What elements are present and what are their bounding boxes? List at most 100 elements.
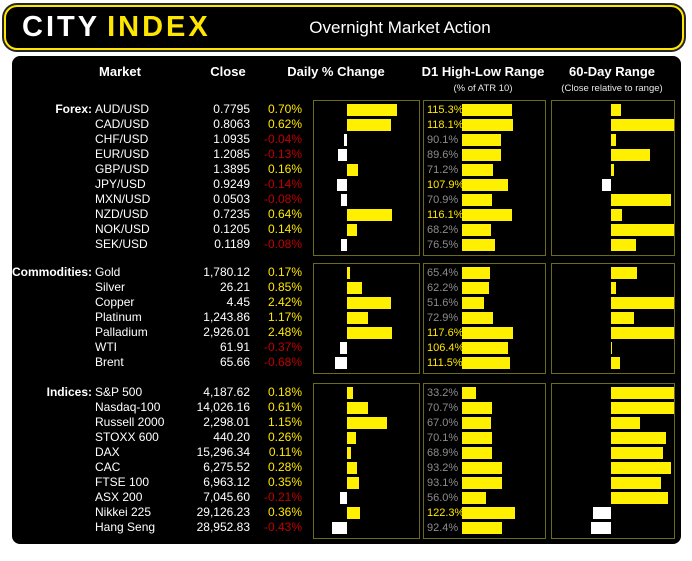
d1-range-row: 65.4% [424,266,545,281]
d1-range-row: 111.5% [424,356,545,371]
range60-bar [611,282,616,294]
market-name: GBP/USD [95,162,150,176]
daily-change-bar [347,447,351,459]
daily-change-bar [347,104,397,116]
d1-range-row: 116.1% [424,208,545,223]
close-value: 1,243.86 [203,310,250,324]
d1-range-bar [462,327,513,339]
d1-range-row: 33.2% [424,386,545,401]
text-rows: Commodities: Gold 1,780.12 0.17% Silver 26.21… [12,265,302,370]
daily-change-value: 0.26% [267,430,302,444]
d1-range-value: 89.6% [427,149,459,161]
daily-change-value: 0.62% [267,117,302,131]
d1-range-bar [462,194,492,206]
d1-range-value: 56.0% [427,492,459,504]
daily-change-value: -0.37% [263,340,302,354]
range60-row [552,238,674,253]
range60-bar [611,342,612,354]
daily-change-panel [313,263,420,374]
logo-index-text: INDEX [107,11,211,43]
market-row: Platinum 1,243.86 1.17% [12,310,302,325]
daily-change-value: -0.43% [263,520,302,534]
daily-change-value: 0.17% [267,265,302,279]
daily-change-value: -0.08% [263,192,302,206]
d1-range-bar [462,387,476,399]
daily-change-bar [341,194,347,206]
close-value: 15,296.34 [196,445,250,459]
d1-range-value: 70.9% [427,194,459,206]
daily-change-bar [338,149,347,161]
daily-change-bar-row [314,431,419,446]
d1-range-bar [462,134,501,146]
daily-change-value: -0.08% [263,237,302,251]
range60-bar [611,357,620,369]
d1-range-bar [462,282,489,294]
close-value: 0.8063 [213,117,250,131]
range60-row [552,281,674,296]
daily-change-bar [347,209,392,221]
range60-row [552,133,674,148]
daily-change-value: -0.21% [263,490,302,504]
close-value: 4,187.62 [203,385,250,399]
market-row: DAX 15,296.34 0.11% [12,445,302,460]
d1-range-row: 56.0% [424,491,545,506]
close-value: 1,780.12 [203,265,250,279]
d1-range-value: 115.3% [427,104,464,116]
close-value: 6,963.12 [203,475,250,489]
market-name: Brent [95,355,124,369]
daily-change-bar-row [314,326,419,341]
range60-bar [611,312,634,324]
d1-range-panel: 115.3% 118.1% 90.1% 89.6% 71.2% 107.9% 70.9% 11… [423,100,546,256]
group-label: Commodities: [12,265,93,279]
logo-city-text: CITY [22,11,101,43]
range60-bar [611,297,674,309]
market-name: Nasdaq-100 [95,400,161,414]
daily-change-bar [347,417,387,429]
d1-range-row: 115.3% [424,103,545,118]
market-row: CAC 6,275.52 0.28% [12,460,302,475]
market-name: DAX [95,445,120,459]
daily-change-bar-row [314,178,419,193]
market-row: Russell 2000 2,298.01 1.15% [12,415,302,430]
column-subheader-d1-range: (% of ATR 10) [453,83,513,94]
daily-change-bar [347,462,357,474]
daily-change-bar-row [314,281,419,296]
range60-row [552,118,674,133]
market-row: Forex: AUD/USD 0.7795 0.70% [12,102,302,117]
close-value: 0.7795 [213,102,250,116]
market-row: STOXX 600 440.20 0.26% [12,430,302,445]
d1-range-bar [462,239,495,251]
range60-bar [591,522,611,534]
daily-change-value: 1.17% [267,310,302,324]
market-row: Commodities: Gold 1,780.12 0.17% [12,265,302,280]
d1-range-panel: 65.4% 62.2% 51.6% 72.9% 117.6% 106.4% 111.5% [423,263,546,374]
report-card: Market Close Daily % Change D1 High-Low … [12,56,681,544]
range60-bar [611,462,671,474]
market-name: CHF/USD [95,132,149,146]
daily-change-bar-row [314,148,419,163]
close-value: 0.1205 [213,222,250,236]
market-name: CAD/USD [95,117,150,131]
close-value: 29,126.23 [196,505,250,519]
market-row: Indices: S&P 500 4,187.62 0.18% [12,385,302,400]
text-rows: Indices: S&P 500 4,187.62 0.18% Nasdaq-100 14… [12,385,302,535]
range60-row [552,476,674,491]
daily-change-bar-row [314,193,419,208]
d1-range-value: 33.2% [427,387,459,399]
group-label: Forex: [55,102,92,116]
market-row: Hang Seng 28,952.83 -0.43% [12,520,302,535]
range60-panel [551,263,675,374]
d1-range-panel: 33.2% 70.7% 67.0% 70.1% 68.9% 93.2% 93.1% 56.0%… [423,383,546,539]
range60-bar [611,194,671,206]
d1-range-bar [462,267,490,279]
d1-range-value: 93.2% [427,462,459,474]
market-name: Silver [95,280,126,294]
daily-change-bar-row [314,223,419,238]
d1-range-value: 70.7% [427,402,459,414]
market-row: SEK/USD 0.1189 -0.08% [12,237,302,252]
column-header-daily-change: Daily % Change [287,64,385,79]
market-row: Nikkei 225 29,126.23 0.36% [12,505,302,520]
range60-row [552,521,674,536]
d1-range-row: 118.1% [424,118,545,133]
d1-range-row: 70.7% [424,401,545,416]
